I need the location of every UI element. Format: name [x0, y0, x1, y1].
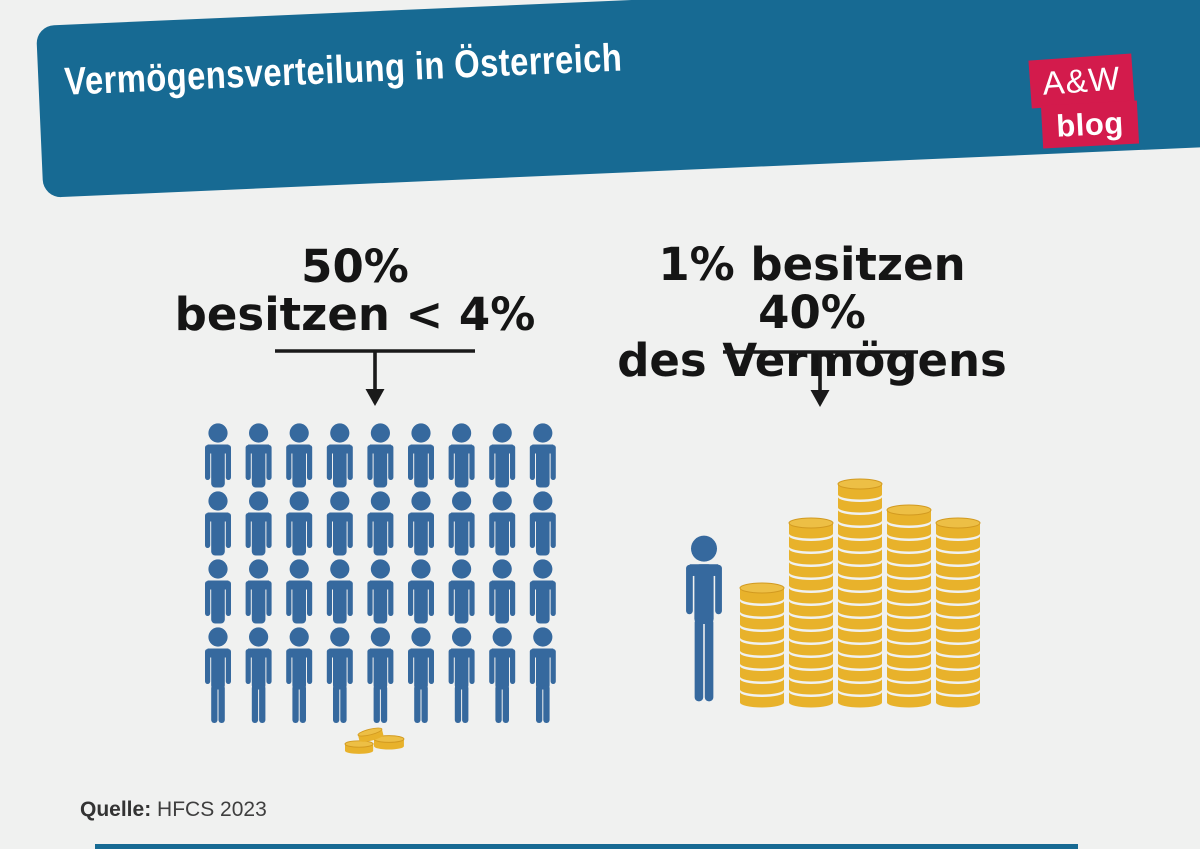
- person-icon: [489, 627, 516, 723]
- person-icon: [529, 559, 556, 624]
- page-title: Vermögensverteilung in Österreich: [63, 36, 624, 104]
- person-icon: [408, 491, 434, 556]
- coin-stack-icon: [837, 478, 883, 708]
- person-icon: [529, 627, 556, 723]
- label-right-line2: des Vermögens: [617, 334, 1007, 387]
- label-right-line1: 1% besitzen 40%: [658, 238, 966, 339]
- person-icon: [489, 559, 516, 624]
- coin-stack-icon: [935, 517, 981, 708]
- coin-stack-icon: [886, 504, 932, 708]
- person-icon: [448, 423, 475, 488]
- person-icon: [408, 559, 434, 624]
- person-icon: [245, 491, 272, 556]
- label-left-line1: 50%: [301, 240, 409, 293]
- person-icon: [286, 423, 313, 488]
- person-icon: [489, 491, 516, 556]
- person-icon: [205, 423, 231, 488]
- header-banner: Vermögensverteilung in Österreich: [36, 0, 1200, 198]
- bottom-accent-bar: [95, 844, 1078, 849]
- person-icon: [245, 559, 272, 624]
- person-icon: [286, 491, 313, 556]
- person-icon: [205, 559, 231, 624]
- bracket-arrow-left-icon: [275, 349, 475, 406]
- person-icon: [326, 559, 353, 624]
- label-group-right: 1% besitzen 40% des Vermögens: [597, 241, 1027, 385]
- coin-stack-icon: [788, 517, 834, 708]
- coin-stack-icon: [739, 582, 785, 708]
- person-icon: [326, 423, 353, 488]
- wealthy-pictogram: [686, 478, 981, 708]
- coin-icon: [357, 727, 384, 742]
- coin-pile-icon: [344, 727, 405, 754]
- person-icon: [205, 627, 231, 723]
- person-icon: [408, 423, 434, 488]
- source-note: Quelle: HFCS 2023: [80, 798, 267, 822]
- person-icon: [205, 491, 231, 556]
- person-icon: [367, 559, 394, 624]
- logo-aw-box: A&W: [1028, 53, 1135, 109]
- person-icon: [408, 627, 434, 723]
- person-icon: [686, 535, 722, 702]
- crowd-pictogram: [205, 423, 556, 754]
- person-icon: [529, 491, 556, 556]
- person-icon: [489, 423, 516, 488]
- logo-blog-box: blog: [1040, 100, 1140, 149]
- logo-blog-text: blog: [1055, 104, 1125, 144]
- person-icon: [367, 423, 394, 488]
- person-icon: [367, 627, 394, 723]
- coin-icon: [373, 735, 405, 750]
- person-icon: [245, 423, 272, 488]
- label-group-left: 50% besitzen < 4%: [140, 243, 570, 339]
- person-icon: [286, 627, 313, 723]
- logo-aw-text: A&W: [1041, 59, 1122, 102]
- source-value: HFCS 2023: [157, 798, 267, 821]
- person-icon: [245, 627, 272, 723]
- label-left-line2: besitzen < 4%: [174, 288, 536, 341]
- person-icon: [448, 491, 475, 556]
- person-icon: [326, 491, 353, 556]
- bracket-arrow-right-icon: [723, 350, 918, 407]
- person-icon: [529, 423, 556, 488]
- coin-icon: [344, 740, 374, 754]
- person-icon: [448, 627, 475, 723]
- source-label: Quelle:: [80, 798, 152, 821]
- person-icon: [448, 559, 475, 624]
- person-icon: [286, 559, 313, 624]
- person-icon: [367, 491, 394, 556]
- person-icon: [326, 627, 353, 723]
